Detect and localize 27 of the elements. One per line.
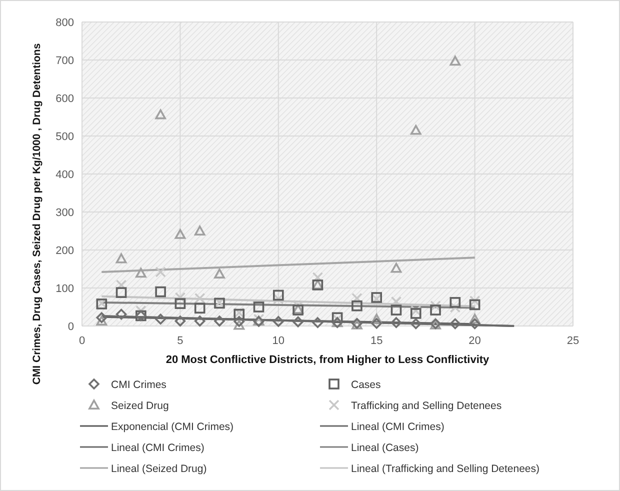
- y-tick-label: 200: [56, 245, 74, 257]
- x-axis-title: 20 Most Conflictive Districts, from Higher to Less Conflictivity: [166, 354, 490, 366]
- x-tick-label: 10: [272, 335, 285, 347]
- x-tick-label: 0: [78, 335, 86, 347]
- y-tick-label: 400: [56, 169, 74, 181]
- y-axis-title: CMI Crimes, Drug Cases, Seized Drug per Kg/1000 , Drug Detentions: [31, 43, 43, 385]
- x-tick-label: 20: [468, 335, 481, 347]
- legend-label: Lineal (CMI Crimes): [351, 421, 444, 433]
- legend-label: Lineal (CMI Crimes): [111, 442, 204, 454]
- legend-label: Seized Drug: [111, 400, 169, 412]
- legend-label: Exponencial (CMI Crimes): [111, 421, 234, 433]
- y-tick-label: 600: [56, 93, 74, 105]
- y-tick-label: 300: [56, 207, 74, 219]
- y-tick-label: 800: [56, 17, 74, 29]
- x-tick-label: 15: [370, 335, 383, 347]
- legend-label: Lineal (Cases): [351, 442, 419, 454]
- y-tick-label: 500: [56, 131, 74, 143]
- x-tick-label: 25: [566, 335, 580, 347]
- legend-label: Cases: [351, 379, 381, 391]
- y-tick-label: 700: [56, 55, 74, 67]
- y-tick-label: 100: [56, 283, 74, 295]
- x-tick-label: 5: [177, 335, 184, 347]
- legend-label: Trafficking and Selling Detenees: [351, 400, 502, 412]
- y-tick-label: 0: [68, 321, 74, 333]
- legend-label: Lineal (Seized Drug): [111, 463, 207, 475]
- legend-label: CMI Crimes: [111, 379, 166, 391]
- legend-label: Lineal (Trafficking and Selling Detenees): [351, 463, 540, 475]
